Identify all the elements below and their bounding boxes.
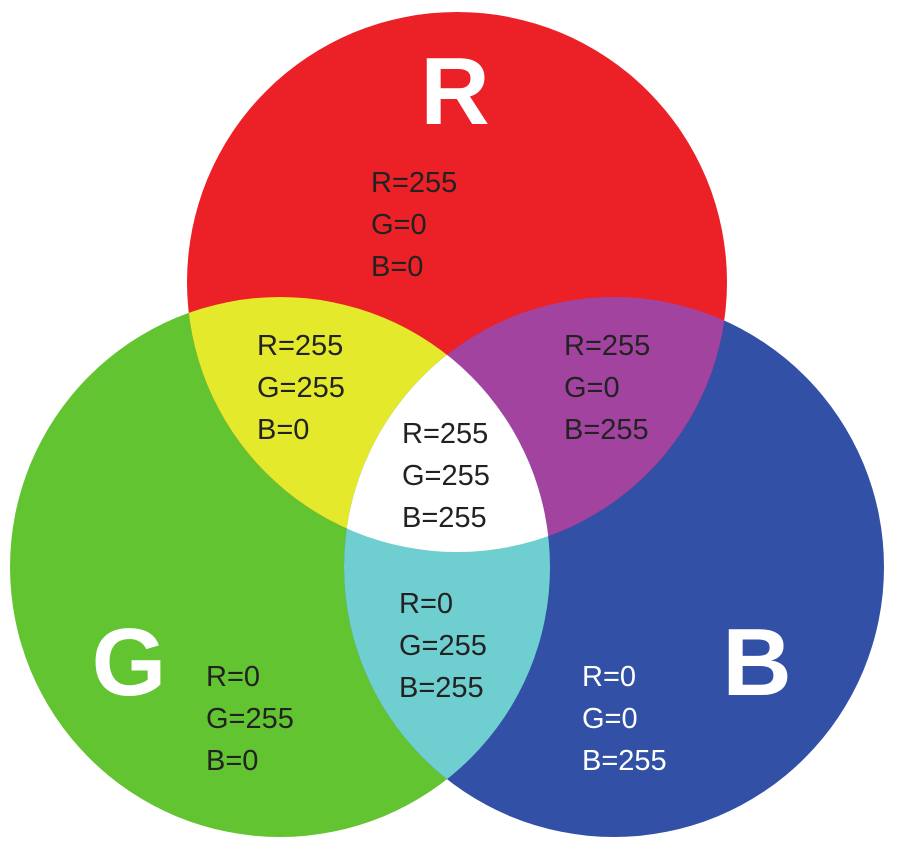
yellow-r-value: R=255 <box>257 330 343 362</box>
cyan-g-value: G=255 <box>399 630 487 662</box>
red-values: R=255 G=0 B=0 <box>371 167 457 283</box>
green-values: R=0 G=255 B=0 <box>206 661 294 777</box>
blue-b-value: B=255 <box>582 745 667 777</box>
green-g-value: G=255 <box>206 703 294 735</box>
blue-r-value: R=0 <box>582 661 636 693</box>
letter-b: B <box>722 609 791 716</box>
green-b-value: B=0 <box>206 745 258 777</box>
blue-g-value: G=0 <box>582 703 638 735</box>
yellow-b-value: B=0 <box>257 414 309 446</box>
cyan-b-value: B=255 <box>399 672 484 704</box>
magenta-values: R=255 G=0 B=255 <box>564 330 650 446</box>
magenta-r-value: R=255 <box>564 330 650 362</box>
magenta-g-value: G=0 <box>564 372 620 404</box>
red-g-value: G=0 <box>371 209 427 241</box>
magenta-b-value: B=255 <box>564 414 649 446</box>
yellow-g-value: G=255 <box>257 372 345 404</box>
letter-r: R <box>420 38 489 145</box>
cyan-r-value: R=0 <box>399 588 453 620</box>
white-values: R=255 G=255 B=255 <box>402 418 490 534</box>
blue-values: R=0 G=0 B=255 <box>582 661 667 777</box>
white-g-value: G=255 <box>402 460 490 492</box>
green-r-value: R=0 <box>206 661 260 693</box>
yellow-values: R=255 G=255 B=0 <box>257 330 345 446</box>
white-r-value: R=255 <box>402 418 488 450</box>
cyan-values: R=0 G=255 B=255 <box>399 588 487 704</box>
letter-g: G <box>92 609 167 716</box>
red-r-value: R=255 <box>371 167 457 199</box>
red-b-value: B=0 <box>371 251 423 283</box>
white-b-value: B=255 <box>402 502 487 534</box>
white-overlap <box>344 297 550 552</box>
